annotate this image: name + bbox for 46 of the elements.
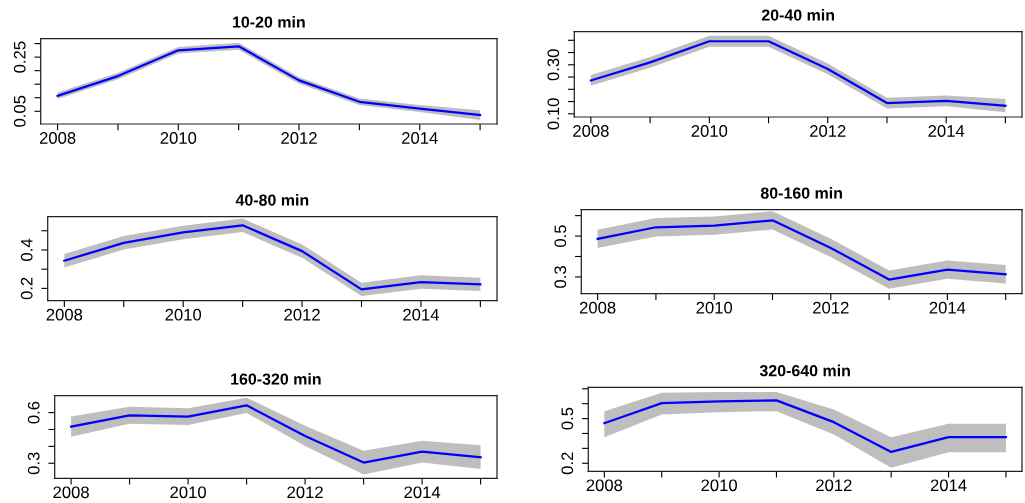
- chart-title: 80-160 min: [760, 187, 842, 199]
- y-tick-label: 0.5: [561, 407, 574, 430]
- chart-title: 40-80 min: [235, 194, 309, 206]
- x-tick-label: 2012: [816, 479, 852, 492]
- x-tick-label: 2014: [929, 301, 966, 314]
- x-tick-label: 2010: [701, 479, 737, 492]
- x-tick-label: 2012: [281, 132, 317, 144]
- x-tick-label: 2012: [287, 486, 323, 499]
- y-tick-label: 0.3: [27, 452, 40, 475]
- chart-title: 160-320 min: [231, 373, 321, 385]
- x-tick-label: 2014: [404, 486, 441, 499]
- line-series: [596, 219, 1007, 281]
- x-tick-label: 2014: [930, 479, 967, 492]
- x-tick-label: 2012: [813, 301, 849, 314]
- line-series: [603, 399, 1008, 454]
- chart-title: 10-20 min: [233, 16, 305, 28]
- x-tick-label: 2008: [586, 479, 623, 492]
- chart-title: 20-40 min: [761, 9, 835, 21]
- chart-title: 320-640 min: [759, 364, 850, 377]
- y-tick-label: 0.2: [561, 452, 574, 475]
- x-tick-label: 2010: [170, 486, 206, 499]
- y-tick-label: 0.2: [20, 277, 33, 300]
- x-tick-label: 2014: [928, 125, 965, 137]
- x-tick-label: 2014: [402, 132, 438, 144]
- x-tick-label: 2010: [691, 125, 728, 137]
- x-tick-label: 2010: [696, 301, 733, 314]
- x-tick-label: 2010: [165, 308, 202, 321]
- y-tick-label: 0.25: [13, 41, 26, 73]
- y-tick-label: 0.3: [554, 266, 567, 288]
- x-tick-label: 2014: [403, 308, 439, 321]
- x-tick-label: 2012: [284, 308, 320, 321]
- x-tick-label: 2012: [810, 125, 846, 137]
- y-tick-label: 0.4: [20, 238, 33, 261]
- y-tick-label: 0.05: [13, 95, 26, 127]
- y-tick-label: 0.30: [547, 49, 560, 81]
- line-series: [69, 404, 482, 464]
- x-tick-label: 2010: [160, 132, 197, 144]
- x-tick-label: 2008: [53, 486, 89, 499]
- line-series: [63, 224, 482, 291]
- x-tick-label: 2008: [573, 125, 609, 137]
- x-tick-label: 2008: [39, 132, 76, 144]
- y-tick-label: 0.10: [547, 98, 560, 130]
- x-tick-label: 2008: [46, 308, 83, 321]
- y-tick-label: 0.5: [554, 225, 567, 247]
- y-tick-label: 0.6: [27, 401, 40, 424]
- x-tick-label: 2008: [579, 301, 616, 314]
